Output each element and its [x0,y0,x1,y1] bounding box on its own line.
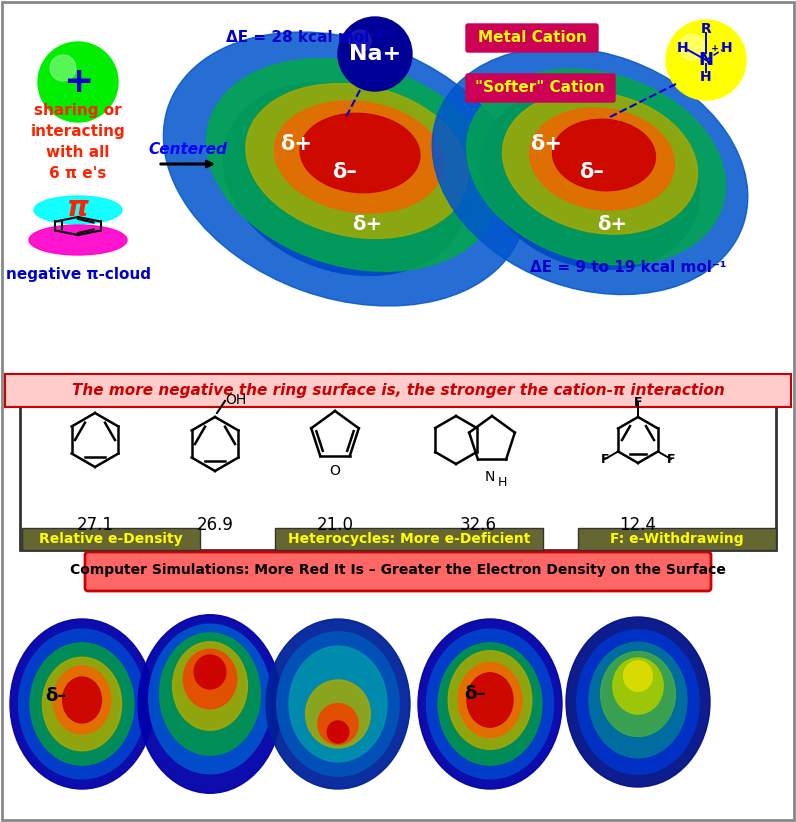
Text: 21.0: 21.0 [317,516,353,534]
Text: F: F [667,452,675,465]
Ellipse shape [163,32,527,306]
Ellipse shape [600,652,676,737]
Ellipse shape [427,629,553,778]
Text: 32.6: 32.6 [459,516,497,534]
Text: 12.4: 12.4 [619,516,657,534]
Text: Na+: Na+ [349,44,401,64]
Text: +: + [63,65,93,99]
Ellipse shape [183,649,236,709]
FancyBboxPatch shape [275,528,543,550]
Text: 26.9: 26.9 [197,516,233,534]
FancyBboxPatch shape [20,394,776,550]
Circle shape [338,17,412,91]
Text: 27.1: 27.1 [76,516,114,534]
Text: δ–: δ– [464,685,486,703]
Ellipse shape [18,629,146,778]
Text: Computer Simulations: More Red It Is – Greater the Electron Density on the Surfa: Computer Simulations: More Red It Is – G… [70,563,726,577]
Ellipse shape [275,101,443,213]
Ellipse shape [613,658,663,714]
Text: O: O [330,464,341,478]
Text: F: F [601,452,610,465]
Text: OH: OH [225,393,246,407]
Text: N: N [699,51,713,69]
Text: ΔE = 9 to 19 kcal mol⁻¹: ΔE = 9 to 19 kcal mol⁻¹ [530,261,726,275]
Text: δ–: δ– [45,687,67,705]
Ellipse shape [306,680,370,748]
Text: The more negative the ring surface is, the stronger the cation-π interaction: The more negative the ring surface is, t… [72,382,724,398]
Text: δ–: δ– [333,162,357,182]
Text: δ–: δ– [579,162,604,182]
Ellipse shape [173,642,248,730]
Ellipse shape [206,58,499,271]
Text: Heterocycles: More e-Deficient: Heterocycles: More e-Deficient [288,532,530,546]
Text: Centered: Centered [149,141,228,156]
Ellipse shape [224,82,466,275]
Text: R: R [700,22,712,36]
Ellipse shape [138,615,282,793]
FancyBboxPatch shape [22,528,200,550]
Text: H: H [700,70,712,84]
FancyBboxPatch shape [466,74,615,102]
Ellipse shape [246,84,468,238]
Ellipse shape [266,619,410,789]
Text: negative π-cloud: negative π-cloud [6,266,150,281]
Ellipse shape [438,643,542,765]
Ellipse shape [467,672,513,727]
Ellipse shape [589,642,687,758]
Ellipse shape [149,624,271,774]
Ellipse shape [502,92,697,234]
Ellipse shape [300,113,420,192]
Ellipse shape [63,677,101,723]
Text: Metal Cation: Metal Cation [478,30,587,45]
Circle shape [679,34,705,60]
Ellipse shape [432,48,747,294]
Ellipse shape [566,617,710,787]
Text: δ+: δ+ [280,134,312,154]
Text: ⁺: ⁺ [711,44,719,59]
Text: F: F [634,395,642,409]
Ellipse shape [577,630,699,774]
Text: π: π [67,194,89,222]
Circle shape [349,30,371,52]
Ellipse shape [318,704,358,745]
Text: δ+: δ+ [530,134,562,154]
Ellipse shape [277,632,400,776]
Ellipse shape [529,108,674,210]
Ellipse shape [623,661,653,691]
Ellipse shape [194,655,226,689]
Ellipse shape [418,619,562,789]
Ellipse shape [53,666,111,734]
Ellipse shape [466,69,725,265]
Ellipse shape [327,721,349,743]
Text: H: H [498,476,507,489]
Ellipse shape [30,643,134,765]
FancyBboxPatch shape [5,374,791,407]
Ellipse shape [481,89,700,270]
Text: ΔE = 28 kcal mol⁻¹: ΔE = 28 kcal mol⁻¹ [226,30,384,45]
FancyBboxPatch shape [85,552,711,591]
Ellipse shape [552,119,655,191]
Text: δ+: δ+ [597,215,627,234]
Ellipse shape [289,646,387,762]
Text: "Softer" Cation: "Softer" Cation [475,81,605,95]
Ellipse shape [458,663,521,737]
Ellipse shape [10,619,154,789]
Ellipse shape [448,651,532,750]
Text: H: H [721,41,733,55]
Ellipse shape [34,196,122,224]
Text: H: H [677,41,689,55]
Text: sharing or
interacting
with all
6 π e's: sharing or interacting with all 6 π e's [30,103,126,181]
Circle shape [38,42,118,122]
FancyBboxPatch shape [466,24,598,52]
FancyBboxPatch shape [578,528,776,550]
Text: N: N [485,470,495,484]
Ellipse shape [42,658,122,750]
Circle shape [50,55,76,81]
Text: Relative e-Density: Relative e-Density [39,532,183,546]
Text: F: e-Withdrawing: F: e-Withdrawing [611,532,743,546]
Ellipse shape [160,633,260,755]
Circle shape [666,20,746,100]
Ellipse shape [29,225,127,255]
Text: δ+: δ+ [352,215,382,234]
